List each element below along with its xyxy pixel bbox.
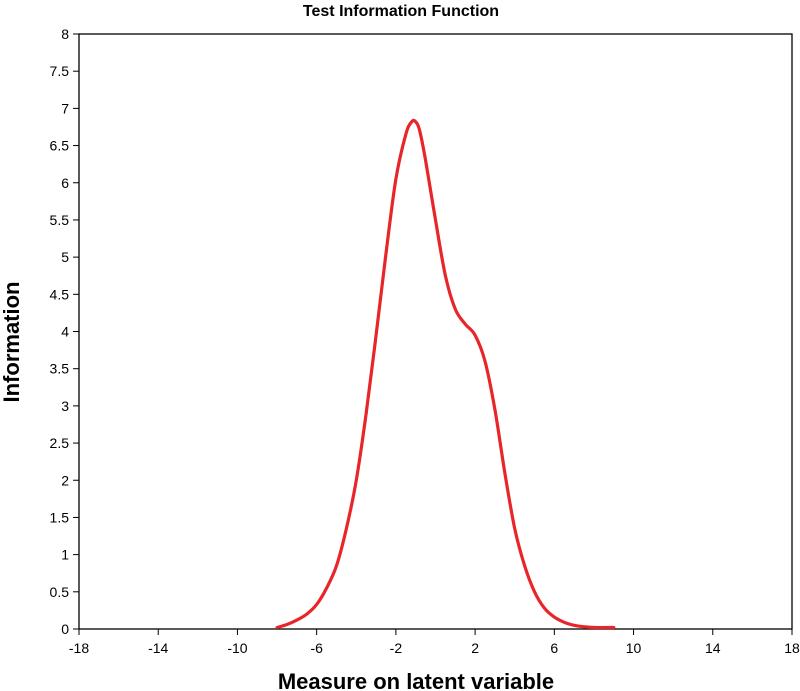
y-tick-label: 5.5 (50, 212, 70, 228)
chart-title: Test Information Function (303, 3, 499, 20)
y-axis: 0 0.5 1 1.5 2 2.5 3 3.5 4 4.5 5 5.5 6 6.5 7 7.5 8 (50, 26, 79, 637)
x-tick-label: -14 (148, 640, 168, 656)
plot-frame (78, 33, 793, 630)
x-tick-label: 6 (550, 640, 558, 656)
x-axis: -18 -14 -10 -6 -2 2 6 10 14 18 (69, 629, 800, 656)
y-tick-label: 7 (61, 100, 69, 116)
information-curve (275, 118, 616, 630)
x-tick-label: 2 (471, 640, 479, 656)
y-tick-label: 2 (61, 472, 69, 488)
x-axis-title: Measure on latent variable (278, 669, 554, 691)
x-tick-label: -18 (69, 640, 89, 656)
y-tick-label: 6.5 (50, 138, 70, 154)
y-tick-label: 4.5 (50, 286, 70, 302)
y-tick-label: 2.5 (50, 435, 70, 451)
y-tick-label: 0.5 (50, 584, 70, 600)
x-tick-label: -6 (310, 640, 323, 656)
x-tick-label: 10 (626, 640, 642, 656)
y-tick-label: 6 (61, 175, 69, 191)
x-tick-label: 18 (784, 640, 800, 656)
y-tick-label: 3.5 (50, 361, 70, 377)
y-tick-label: 4 (61, 324, 69, 340)
y-tick-label: 3 (61, 398, 69, 414)
x-tick-label: -10 (227, 640, 247, 656)
y-tick-label: 7.5 (50, 63, 70, 79)
y-tick-label: 1.5 (50, 509, 70, 525)
y-tick-label: 1 (61, 547, 69, 563)
y-tick-label: 5 (61, 249, 69, 265)
x-tick-label: 14 (705, 640, 721, 656)
y-tick-label: 8 (61, 26, 69, 42)
y-axis-title: Information (0, 282, 24, 403)
y-tick-label: 0 (61, 621, 69, 637)
x-tick-label: -2 (390, 640, 403, 656)
